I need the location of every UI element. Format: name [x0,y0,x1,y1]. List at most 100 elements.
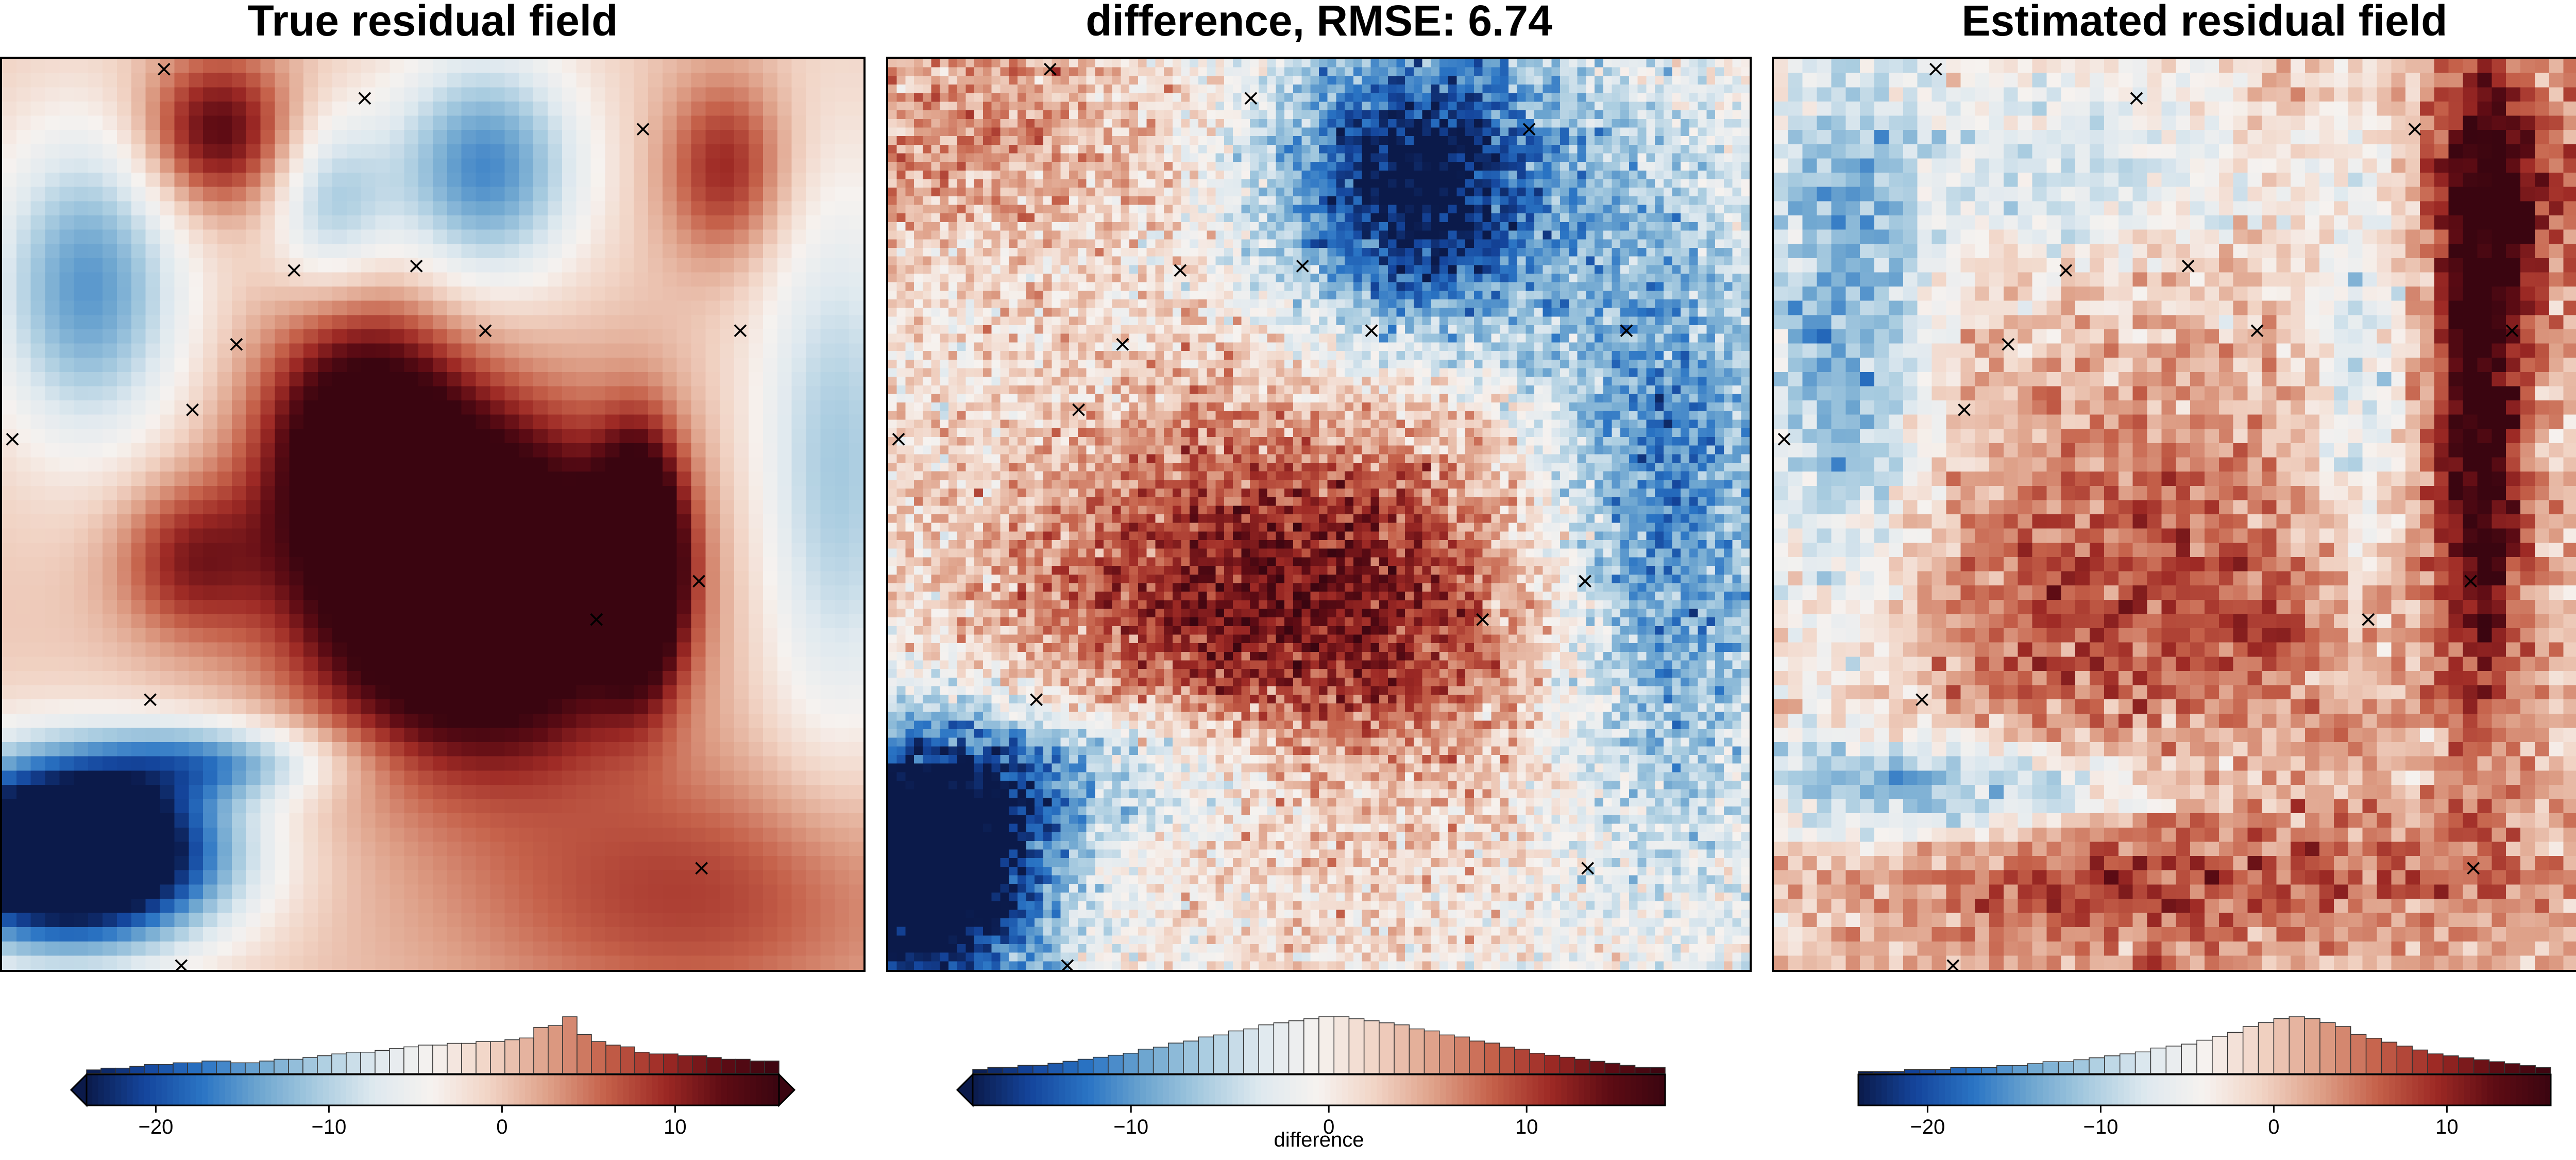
heatmap-cell [762,528,778,543]
heatmap-cell [519,884,534,899]
histogram-bar [375,1050,390,1074]
heatmap-cell [131,101,146,116]
histogram-bar [360,1052,376,1074]
heatmap-cell [418,941,433,956]
heatmap-cell [433,258,448,273]
heatmap-cell [1732,110,1741,120]
heatmap-cell [662,400,677,415]
heatmap-cell [619,229,634,244]
heatmap-cell [131,585,146,600]
heatmap-cell [835,599,850,614]
heatmap-cell [145,699,161,714]
heatmap-cell [806,642,821,657]
heatmap-cell [490,628,505,643]
heatmap-cell [275,557,290,572]
heatmap-cell [749,699,764,714]
heatmap-cell [991,59,1001,68]
heatmap-cell [103,358,117,373]
heatmap-cell [389,215,404,230]
heatmap-cell [404,756,419,771]
heatmap-cell [433,73,448,88]
heatmap-cell [504,400,519,415]
heatmap-cell [519,472,534,486]
heatmap-cell [231,571,247,586]
colorbar-segment [282,1074,289,1105]
heatmap-cell [389,201,404,216]
heatmap-cell [1000,136,1009,145]
heatmap-cell [662,229,677,244]
heatmap-cell [231,87,247,102]
heatmap-cell [1155,127,1164,137]
heatmap-cell [88,599,103,614]
heatmap-cell [289,842,304,856]
heatmap-cell [634,685,649,700]
heatmap-cell [1052,136,1061,145]
heatmap-cell [504,201,519,216]
heatmap-cell [246,585,261,600]
heatmap-cell [461,229,477,244]
heatmap-cell [720,898,735,914]
heatmap-cell [734,657,749,671]
heatmap-cell [648,457,663,472]
heatmap-cell [490,73,505,88]
heatmap-cell [1336,102,1345,111]
heatmap-cell [820,770,835,785]
heatmap-cell [849,59,863,74]
heatmap-cell [533,870,548,885]
heatmap-cell [547,457,563,472]
heatmap-cell [957,76,967,85]
heatmap-cell [762,799,778,814]
heatmap-cell [217,485,232,500]
heatmap-cell [189,898,204,914]
heatmap-cell [145,130,161,145]
heatmap-cell [905,127,914,137]
heatmap-cell [375,73,390,88]
heatmap-cell [203,429,218,444]
heatmap-cell [447,358,462,373]
heatmap-cell [634,770,649,785]
heatmap-cell [131,400,146,415]
heatmap-cell [490,158,505,173]
heatmap-cell [74,927,89,942]
heatmap-cell [303,856,318,871]
heatmap-cell [332,528,347,543]
heatmap-cell [820,315,835,330]
heatmap-cell [160,457,175,472]
heatmap-cell [1663,59,1673,68]
heatmap-cell [1181,67,1190,76]
heatmap-cell [74,258,89,273]
heatmap-cell [576,642,591,657]
heatmap-cell [562,742,577,757]
heatmap-cell [418,599,433,614]
heatmap-cell [131,457,146,472]
heatmap-cell [1190,85,1199,94]
heatmap-cell [88,414,103,429]
heatmap-cell [691,472,706,486]
heatmap-cell [720,187,735,201]
heatmap-cell [332,300,347,315]
heatmap-cell [1104,59,1113,68]
heatmap-cell [45,728,60,743]
heatmap-cell [361,144,376,159]
heatmap-cell [203,400,218,415]
heatmap-cell [619,614,634,629]
heatmap-cell [116,258,132,273]
heatmap-cell [375,414,390,429]
heatmap-cell [2,485,17,500]
heatmap-cell [676,728,692,743]
heatmap-cell [705,315,720,330]
heatmap-cell [1629,102,1638,111]
heatmap-cell [231,343,247,358]
heatmap-cell [231,73,247,88]
heatmap-cell [562,329,577,344]
heatmap-cell [734,528,749,543]
heatmap-cell [533,842,548,856]
histogram-bar [591,1041,606,1074]
heatmap-cell [74,287,89,301]
heatmap-cell [433,670,448,686]
heatmap-cell [1543,102,1552,111]
heatmap-cell [504,429,519,444]
heatmap-cell [835,713,850,728]
heatmap-cell [777,941,792,956]
heatmap-cell [447,187,462,201]
